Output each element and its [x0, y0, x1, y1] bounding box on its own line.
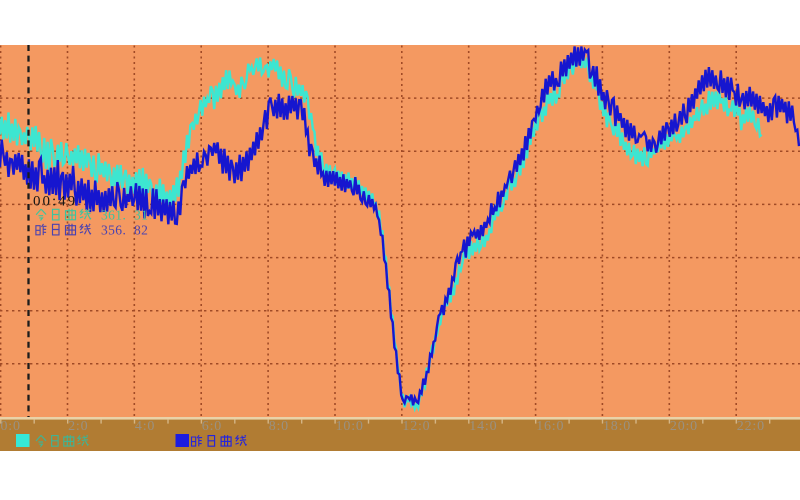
- svg-text:356.: 356.: [101, 222, 126, 237]
- svg-text:2:0: 2:0: [68, 419, 88, 434]
- svg-text:361.: 361.: [101, 207, 126, 222]
- svg-text:00:49: 00:49: [33, 194, 77, 210]
- svg-text:0:0: 0:0: [1, 419, 21, 434]
- svg-text:14:0: 14:0: [469, 419, 497, 434]
- svg-text:12:0: 12:0: [402, 419, 430, 434]
- svg-text:82: 82: [134, 222, 148, 237]
- svg-text:31: 31: [134, 207, 148, 222]
- svg-text:8:0: 8:0: [269, 419, 289, 434]
- svg-text:10:0: 10:0: [336, 419, 364, 434]
- svg-text:6:0: 6:0: [202, 419, 222, 434]
- svg-text:16:0: 16:0: [536, 419, 564, 434]
- svg-text:20:0: 20:0: [670, 419, 698, 434]
- svg-text:18:0: 18:0: [603, 419, 631, 434]
- svg-text:22:0: 22:0: [737, 419, 765, 434]
- svg-text:4:0: 4:0: [135, 419, 155, 434]
